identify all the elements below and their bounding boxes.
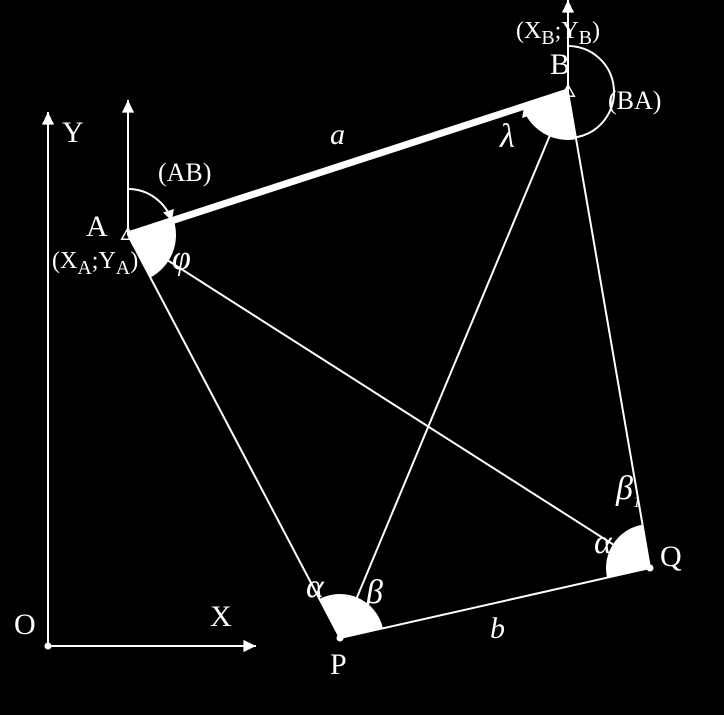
bearing-arc-AB bbox=[128, 189, 172, 221]
